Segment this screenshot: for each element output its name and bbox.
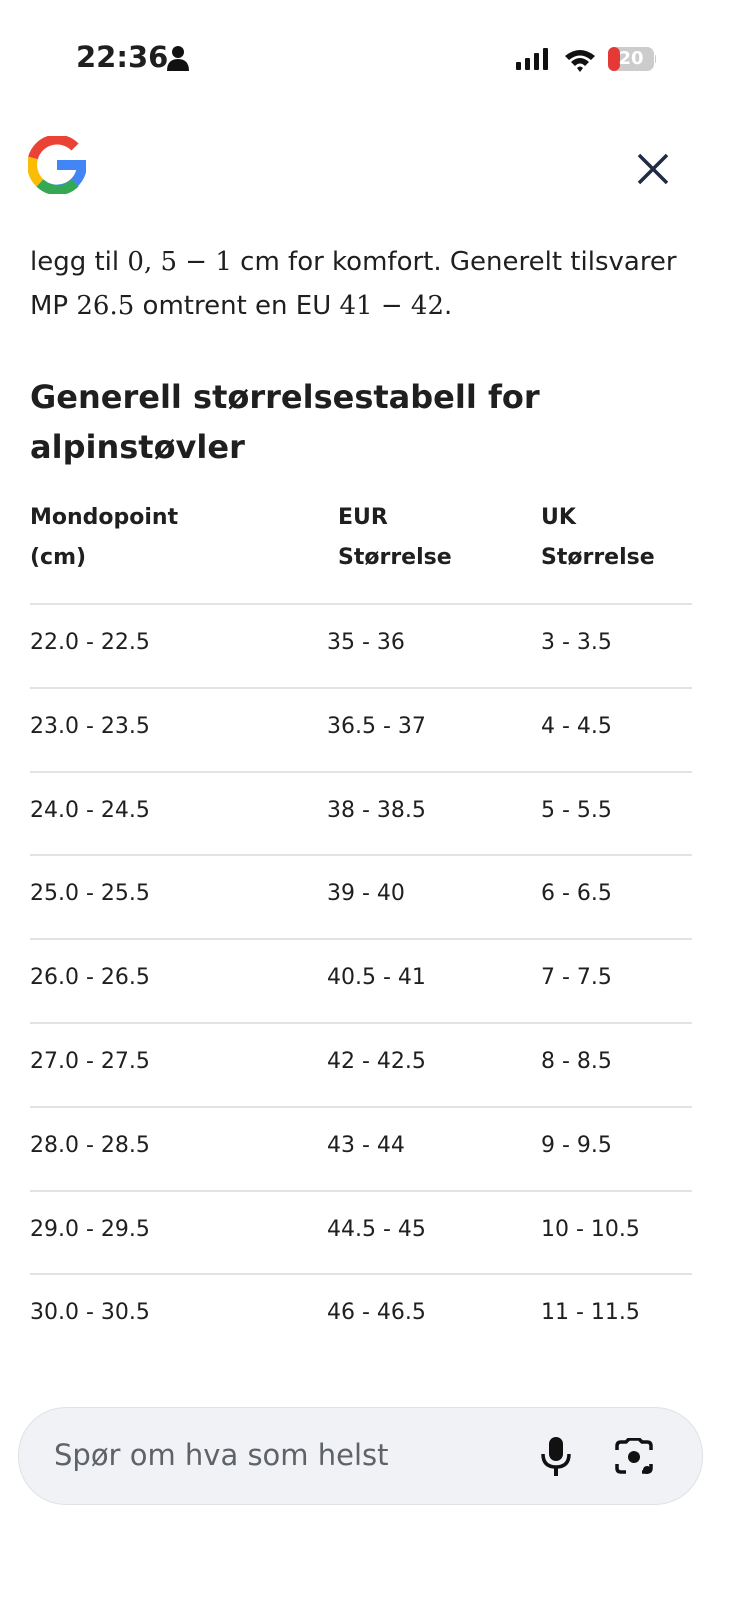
paragraph-line: legg til 0, 5 − 1 cm for komfort. Genere… <box>30 240 677 284</box>
text: . <box>443 291 453 321</box>
row-divider <box>30 1189 692 1192</box>
table-cell: 3 - 3.5 <box>541 630 612 655</box>
search-bar[interactable] <box>18 1407 703 1505</box>
heading: Generell størrelsestabell for alpinstøvl… <box>30 378 540 466</box>
table-cell: 25.0 - 25.5 <box>30 881 150 907</box>
math: 41 − 42 <box>339 291 444 321</box>
table-cell: 23.0 - 23.5 <box>30 713 150 739</box>
table-header: EUR Størrelse <box>338 505 452 570</box>
table-cell: 43 - 44 <box>327 1132 405 1158</box>
table-cell: 35 - 36 <box>327 630 405 655</box>
table-cell: 28.0 - 28.5 <box>30 1132 150 1158</box>
row-divider <box>30 938 692 941</box>
table-cell: 29.0 - 29.5 <box>30 1216 150 1242</box>
table-cell: 46 - 46.5 <box>327 1300 426 1326</box>
table-cell: 39 - 40 <box>327 881 405 907</box>
table-cell: 22.0 - 22.5 <box>30 630 150 655</box>
close-button[interactable] <box>636 152 670 186</box>
text: MP <box>30 291 77 321</box>
text: legg til <box>30 247 128 277</box>
row-divider <box>30 1105 692 1108</box>
paragraph-line: MP 26.5 omtrent en EU 41 − 42. <box>30 284 452 328</box>
row-divider <box>30 1273 692 1276</box>
table-cell: 6 - 6.5 <box>541 881 612 907</box>
table-cell: 38 - 38.5 <box>327 797 426 823</box>
battery-level: 20 <box>618 48 644 69</box>
row-divider <box>30 1022 692 1024</box>
table-cell: 26.0 - 26.5 <box>30 965 150 991</box>
table-cell: 4 - 4.5 <box>541 713 612 739</box>
table-header: Mondopoint (cm) <box>30 505 179 570</box>
row-divider <box>30 686 692 689</box>
table-header: UK Størrelse <box>541 505 655 570</box>
table-cell: 9 - 9.5 <box>541 1132 612 1158</box>
math: 0, 5 − 1 <box>127 247 232 277</box>
table-cell: 27.0 - 27.5 <box>30 1049 150 1074</box>
table-cell: 24.0 - 24.5 <box>30 797 150 823</box>
google-logo <box>28 136 86 194</box>
table-cell: 30.0 - 30.5 <box>30 1300 150 1326</box>
table-cell: 8 - 8.5 <box>541 1049 612 1074</box>
row-divider <box>30 854 692 857</box>
table-cell: 40.5 - 41 <box>327 965 426 991</box>
table-cell: 7 - 7.5 <box>541 965 612 991</box>
text: cm for komfort. Generelt tilsvarer <box>231 247 677 277</box>
table-cell: 5 - 5.5 <box>541 797 612 823</box>
table-cell: 11 - 11.5 <box>541 1300 640 1326</box>
person-icon <box>167 46 189 71</box>
table-cell: 10 - 10.5 <box>541 1216 640 1242</box>
table-cell: 36.5 - 37 <box>327 713 426 739</box>
table-cell: 42 - 42.5 <box>327 1049 426 1074</box>
row-divider <box>30 770 692 773</box>
table-cell: 44.5 - 45 <box>327 1216 426 1242</box>
clock: 22:36 <box>76 40 169 74</box>
text: omtrent en EU <box>134 291 340 321</box>
row-divider <box>30 603 692 605</box>
status-icons <box>516 47 656 72</box>
mic-button[interactable] <box>540 1436 572 1478</box>
search-placeholder[interactable]: Spør om hva som helst <box>54 1438 389 1472</box>
lens-button[interactable] <box>614 1438 654 1476</box>
math: 26.5 <box>76 291 135 321</box>
